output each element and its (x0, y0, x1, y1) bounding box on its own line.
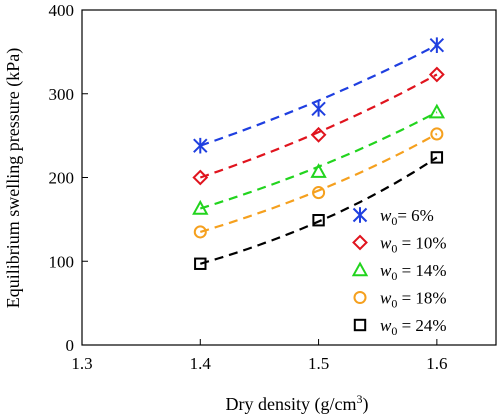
legend-item: w0 = 18% (353, 289, 447, 311)
data-markers (192, 37, 446, 270)
legend-item: w0= 6% (352, 206, 434, 228)
x-tick-label: 1.6 (426, 354, 447, 373)
data-point-series-3 (430, 127, 444, 141)
data-point-series-4 (194, 257, 207, 270)
data-point-series-3 (312, 186, 326, 200)
x-axis-title: Dry density (g/cm3) (226, 392, 369, 415)
data-point-series-0 (311, 101, 326, 117)
data-point-series-1 (428, 66, 445, 83)
legend-marker (351, 261, 369, 277)
legend-item: w0 = 24% (353, 316, 447, 338)
legend-label: w0 = 14% (380, 261, 447, 283)
fit-curve-series-3 (199, 132, 438, 233)
data-point-series-0 (429, 37, 445, 53)
y-tick-label: 100 (49, 252, 75, 271)
data-point-series-4 (430, 151, 444, 164)
legend: w0= 6% w0 = 10% w0 = 14% w0 = 18% w0 = 24% (351, 206, 447, 338)
fit-curve-series-1 (199, 73, 438, 179)
y-tick-label: 200 (49, 169, 75, 188)
y-axis-ticks: 0 100 200 300 400 (49, 1, 88, 355)
legend-marker (352, 234, 368, 251)
x-tick-label: 1.3 (71, 354, 92, 373)
data-point-series-2 (192, 199, 209, 215)
data-point-series-2 (428, 103, 446, 119)
data-point-series-4 (312, 214, 325, 227)
legend-label: w0 = 24% (380, 316, 447, 338)
legend-item: w0 = 10% (352, 234, 447, 256)
legend-label: w0= 6% (380, 206, 434, 228)
fit-curves (199, 44, 438, 265)
legend-label: w0 = 18% (380, 289, 447, 311)
legend-marker (353, 318, 367, 332)
fit-curve-series-4 (199, 156, 438, 265)
data-point-series-0 (193, 137, 208, 154)
y-tick-label: 300 (49, 85, 75, 104)
x-tick-label: 1.5 (308, 354, 329, 373)
legend-marker (352, 207, 368, 223)
legend-label: w0 = 10% (380, 234, 447, 256)
data-point-series-3 (193, 225, 207, 239)
data-point-series-2 (310, 163, 327, 178)
y-tick-label: 400 (49, 1, 75, 20)
data-point-series-1 (310, 126, 327, 143)
x-axis-ticks: 1.3 1.4 1.5 1.6 (71, 339, 447, 373)
legend-marker (353, 290, 367, 305)
fit-curve-series-0 (199, 44, 438, 147)
legend-item: w0 = 14% (351, 261, 447, 283)
x-tick-label: 1.4 (190, 354, 212, 373)
y-tick-label: 0 (66, 336, 75, 355)
data-point-series-1 (192, 169, 209, 186)
y-axis-title: Equilibrium swelling pressure (kPa) (3, 48, 24, 308)
fit-curve-series-2 (199, 111, 438, 210)
